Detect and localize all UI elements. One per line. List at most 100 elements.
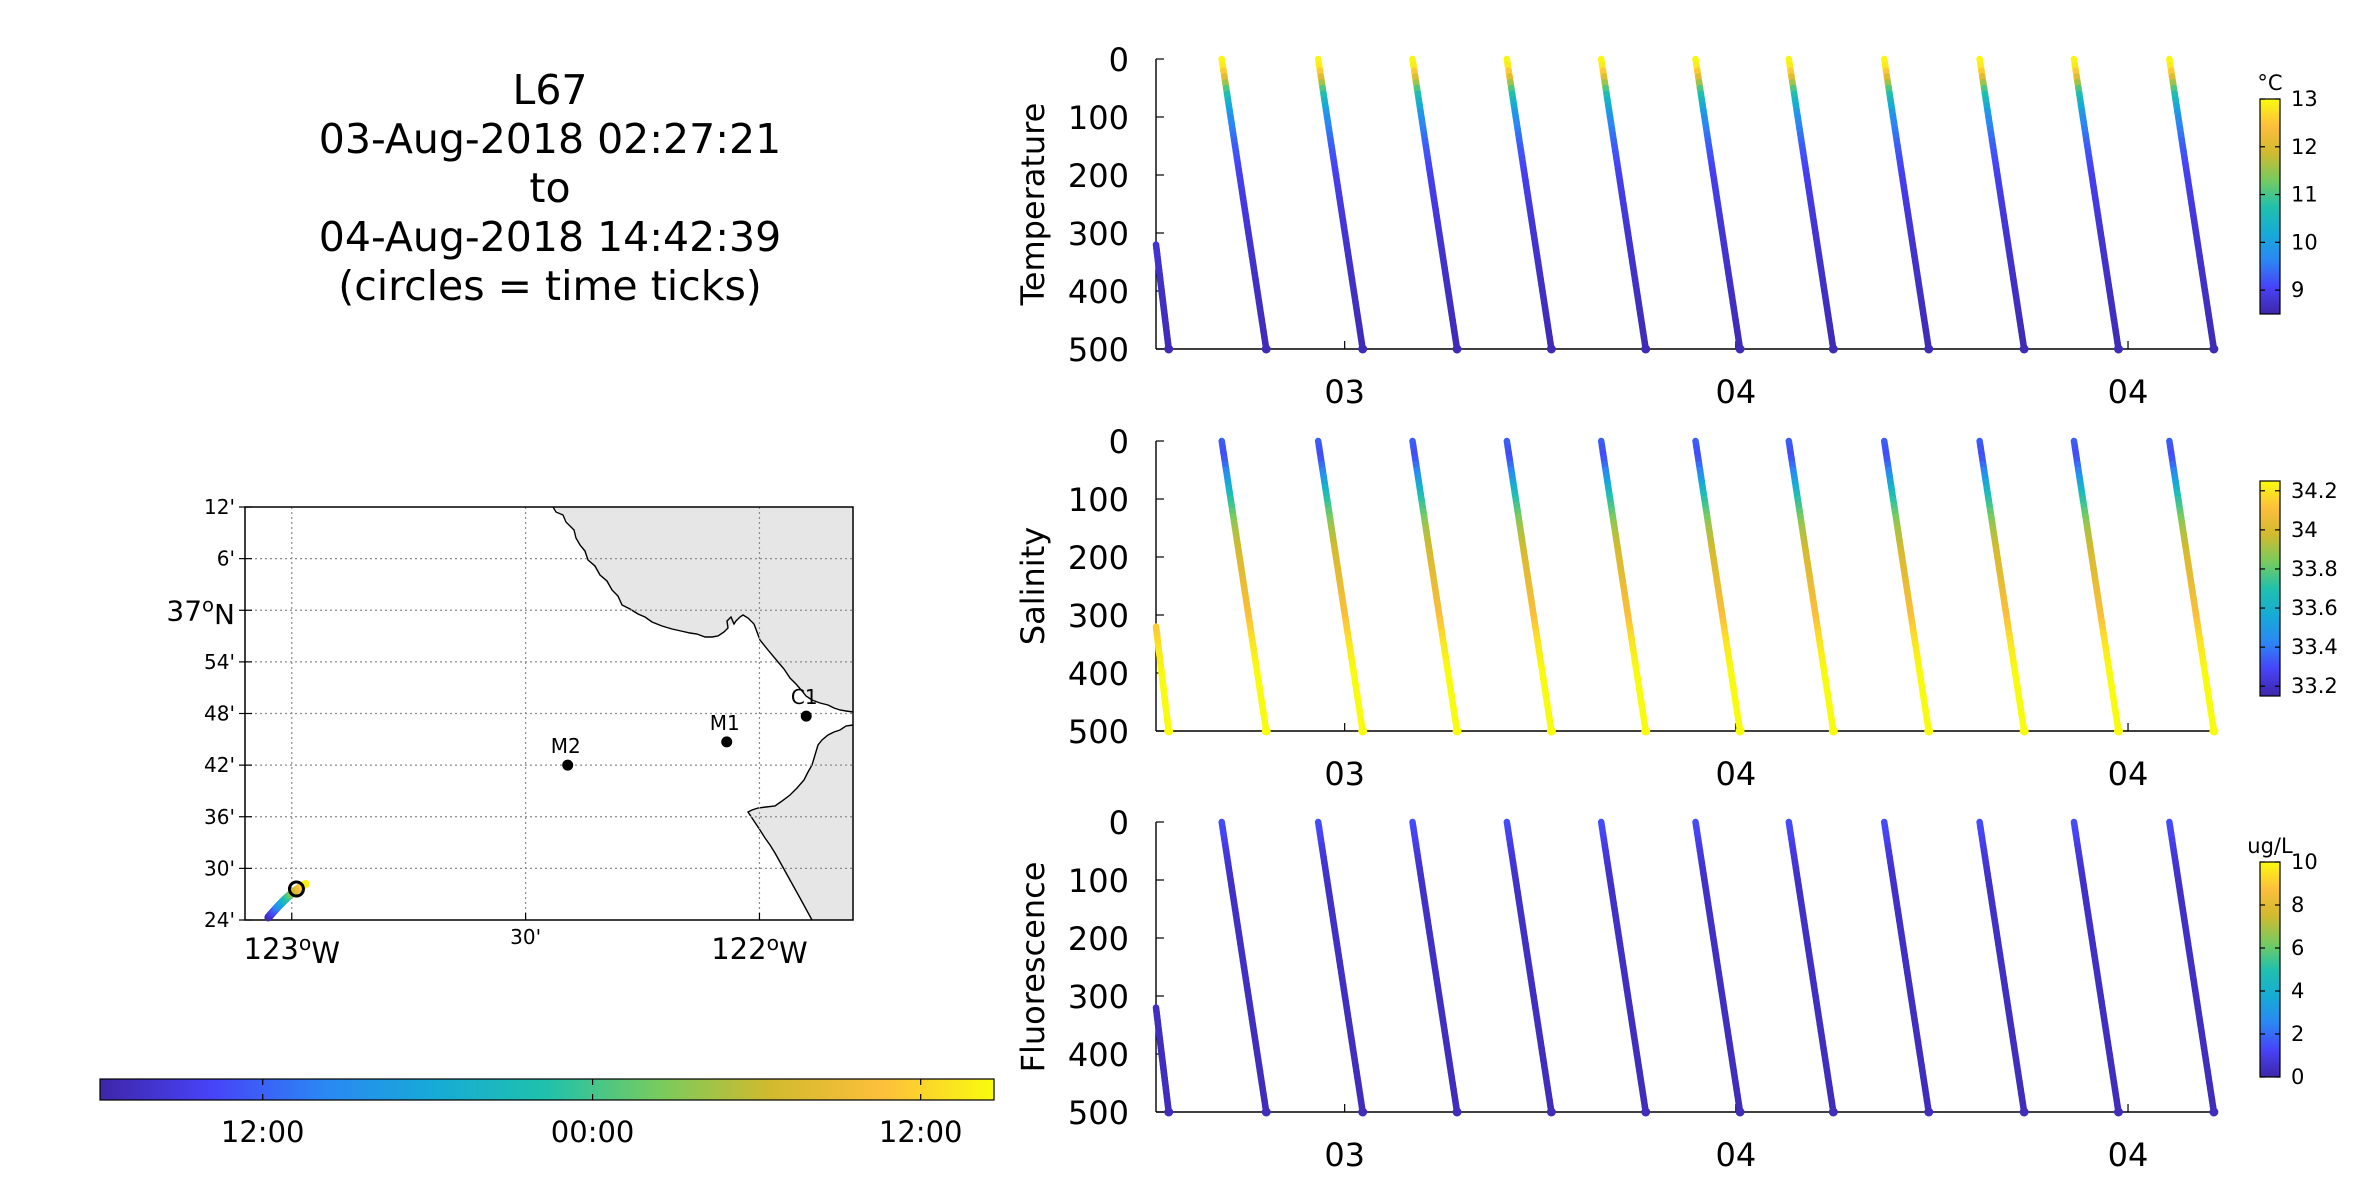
- y-tick-label: 400: [1068, 1036, 1129, 1074]
- profile-cast: [2166, 437, 2219, 736]
- colorbar-tick-label: 6: [2291, 936, 2304, 960]
- map-lon-tick-label: 123oW: [244, 931, 340, 970]
- profile-cast: [1692, 818, 1745, 1117]
- profile-cast: [1152, 1004, 1174, 1117]
- profile-cast: [1976, 55, 2029, 354]
- x-tick-label: 03: [1324, 755, 1365, 793]
- time-colorbar-tick-label: 12:00: [221, 1115, 305, 1149]
- profile-cast: [1976, 818, 2029, 1117]
- map-lat-tick-label: 24': [204, 908, 235, 932]
- colorbar-temperature: 13 12 11 10 9 °C: [2257, 71, 2318, 315]
- station-marker-c1: [800, 710, 812, 722]
- time-colorbar-tick-label: 12:00: [879, 1115, 963, 1149]
- time-colorbar: 12:00 00:00 12:00: [99, 1078, 995, 1149]
- y-tick-label: 400: [1068, 273, 1129, 311]
- colorbar-tick-label: 9: [2291, 278, 2304, 302]
- map-lon-ticks: 123oW 30' 122oW: [244, 913, 808, 970]
- y-tick-label: 200: [1068, 920, 1129, 958]
- y-tick-label: 400: [1068, 655, 1129, 693]
- colorbar-unit-label: °C: [2257, 71, 2282, 95]
- y-tick-label: 100: [1068, 481, 1129, 519]
- colorbar-bar: [2259, 98, 2281, 315]
- profile-cast: [2166, 818, 2219, 1117]
- y-tick-label: 0: [1109, 41, 1129, 79]
- colorbar-fluorescence: 10 8 6 4 2 0 ug/L: [2247, 834, 2317, 1089]
- x-tick-label: 03: [1324, 373, 1365, 411]
- profile-cast: [1692, 437, 1745, 736]
- y-tick-label: 500: [1068, 713, 1129, 751]
- colorbar-tick-label: 4: [2291, 979, 2304, 1003]
- track-segment: [300, 879, 310, 889]
- title-line-to: to: [529, 164, 571, 212]
- x-tick-label: 04: [1715, 1136, 1756, 1174]
- x-tick-label: 04: [1715, 373, 1756, 411]
- y-tick-label: 500: [1068, 1094, 1129, 1132]
- map-stations: M2 M1 C1: [551, 685, 818, 771]
- time-colorbar-tick-label: 00:00: [551, 1115, 635, 1149]
- profile-cast: [1409, 55, 1462, 354]
- map-gridlines: [245, 507, 853, 920]
- profile-cast: [1218, 437, 1271, 736]
- profile-cast: [2070, 437, 2123, 736]
- panel-fluorescence: 0 100 200 300 400 500 Fluorescence 03 04 04 10 8 6 4 2…: [1014, 804, 2318, 1174]
- profile-cast: [1409, 437, 1462, 736]
- profile-cast: [1976, 437, 2029, 736]
- y-tick-label: 200: [1068, 157, 1129, 195]
- map-lat-tick-label: 48': [204, 702, 235, 726]
- colorbar-tick-label: 10: [2291, 850, 2318, 874]
- colorbar-tick-label: 13: [2291, 87, 2318, 111]
- time-colorbar-ticks: 12:00 00:00 12:00: [221, 1079, 963, 1149]
- x-tick-label: 04: [2108, 373, 2149, 411]
- profile-cast: [1880, 55, 1934, 354]
- map-lat-tick-label: 37oN: [166, 593, 235, 631]
- title-line-glider: L67: [512, 66, 588, 114]
- coastline: [552, 507, 853, 920]
- x-tick-label: 04: [2108, 755, 2149, 793]
- profile-cast: [2166, 55, 2219, 354]
- map-lat-tick-label: 12': [204, 495, 235, 519]
- profile-cast: [1785, 818, 1838, 1117]
- colorbar-tick-label: 33.8: [2291, 557, 2338, 581]
- profile-cast: [1218, 818, 1271, 1117]
- time-colorbar-bar: [99, 1078, 995, 1101]
- profile-cast: [1152, 241, 1174, 354]
- map-panel: 12' 6' 37oN 54' 48' 42' 36' 30' 24' 123oW 30' 122o…: [166, 495, 854, 970]
- profile-cast: [1597, 818, 1651, 1117]
- profile-cast: [2070, 818, 2123, 1117]
- colorbar-tick-label: 10: [2291, 230, 2318, 254]
- y-tick-label: 300: [1068, 215, 1129, 253]
- station-label-m1: M1: [710, 711, 740, 735]
- map-lat-tick-label: 54': [204, 650, 235, 674]
- y-tick-label: 200: [1068, 539, 1129, 577]
- colorbar-tick-label: 11: [2291, 183, 2318, 207]
- y-tick-label: 500: [1068, 331, 1129, 369]
- map-lat-tick-label: 42': [204, 753, 235, 777]
- x-tick-label: 04: [2108, 1136, 2149, 1174]
- x-tick-label: 04: [1715, 755, 1756, 793]
- y-tick-label: 100: [1068, 862, 1129, 900]
- map-lat-tick-label: 36': [204, 805, 235, 829]
- colorbar-tick-label: 33.2: [2291, 674, 2338, 698]
- colorbar-tick-label: 33.6: [2291, 596, 2338, 620]
- map-lat-ticks: 12' 6' 37oN 54' 48' 42' 36' 30' 24': [166, 495, 252, 932]
- profile-cast: [1314, 437, 1368, 736]
- station-marker-m1: [721, 736, 733, 748]
- y-axis-label: Temperature: [1014, 103, 1052, 307]
- map-lat-tick-label: 30': [204, 856, 235, 880]
- profile-cast: [1785, 55, 1838, 354]
- colorbar-bar: [2259, 861, 2281, 1078]
- profile-cast: [1503, 437, 1556, 736]
- profile-cast: [1880, 437, 1934, 736]
- profile-cast: [1597, 437, 1651, 736]
- y-tick-label: 0: [1109, 423, 1129, 461]
- map-lon-tick-label: 30': [510, 925, 541, 949]
- y-tick-label: 100: [1068, 99, 1129, 137]
- y-tick-label: 300: [1068, 978, 1129, 1016]
- map-lon-tick-label: 122oW: [711, 931, 807, 970]
- colorbar-bar: [2259, 480, 2281, 697]
- colorbar-tick-label: 34.2: [2291, 479, 2338, 503]
- profile-cast: [1503, 55, 1556, 354]
